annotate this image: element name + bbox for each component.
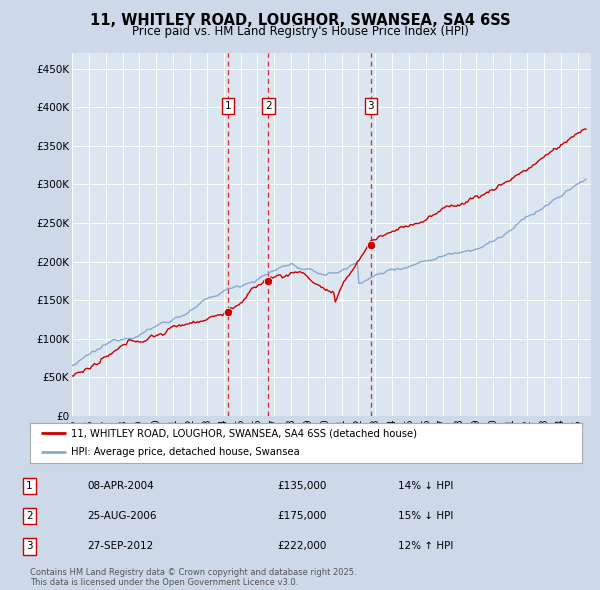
Text: 1: 1 xyxy=(225,101,232,111)
Text: 27-SEP-2012: 27-SEP-2012 xyxy=(87,542,153,552)
Text: £135,000: £135,000 xyxy=(277,481,326,491)
Text: 2: 2 xyxy=(26,512,32,521)
Text: 14% ↓ HPI: 14% ↓ HPI xyxy=(398,481,453,491)
Text: £222,000: £222,000 xyxy=(277,542,326,552)
Text: 12% ↑ HPI: 12% ↑ HPI xyxy=(398,542,453,552)
Text: 3: 3 xyxy=(26,542,32,552)
Text: 25-AUG-2006: 25-AUG-2006 xyxy=(87,512,157,521)
Text: 3: 3 xyxy=(368,101,374,111)
Text: 2: 2 xyxy=(265,101,272,111)
Text: Price paid vs. HM Land Registry's House Price Index (HPI): Price paid vs. HM Land Registry's House … xyxy=(131,25,469,38)
Text: 15% ↓ HPI: 15% ↓ HPI xyxy=(398,512,453,521)
Text: £175,000: £175,000 xyxy=(277,512,326,521)
Text: HPI: Average price, detached house, Swansea: HPI: Average price, detached house, Swan… xyxy=(71,447,300,457)
Text: 08-APR-2004: 08-APR-2004 xyxy=(87,481,154,491)
Text: Contains HM Land Registry data © Crown copyright and database right 2025.
This d: Contains HM Land Registry data © Crown c… xyxy=(30,568,356,587)
Text: 1: 1 xyxy=(26,481,32,491)
Text: 11, WHITLEY ROAD, LOUGHOR, SWANSEA, SA4 6SS (detached house): 11, WHITLEY ROAD, LOUGHOR, SWANSEA, SA4 … xyxy=(71,428,418,438)
Text: 11, WHITLEY ROAD, LOUGHOR, SWANSEA, SA4 6SS: 11, WHITLEY ROAD, LOUGHOR, SWANSEA, SA4 … xyxy=(89,13,511,28)
